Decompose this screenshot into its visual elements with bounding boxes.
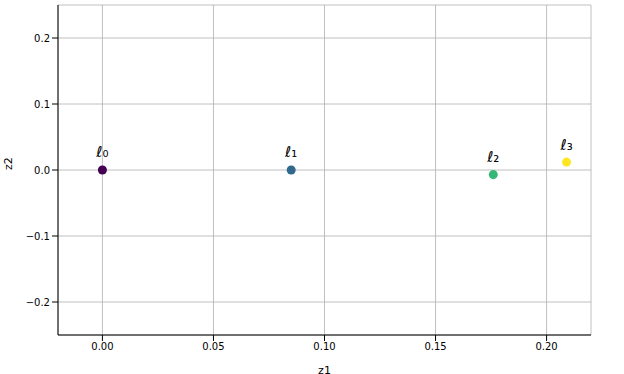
svg-text:ℓ₂: ℓ₂: [486, 148, 499, 166]
svg-text:z2: z2: [8, 157, 15, 170]
svg-text:0.05: 0.05: [202, 341, 224, 352]
svg-text:0.10: 0.10: [313, 341, 335, 352]
svg-text:ℓ₀: ℓ₀: [95, 143, 108, 161]
svg-text:0.0: 0.0: [34, 165, 50, 176]
svg-text:0.15: 0.15: [424, 341, 446, 352]
svg-text:ℓ₃: ℓ₃: [559, 136, 572, 154]
svg-text:ℓ₁: ℓ₁: [284, 143, 297, 161]
svg-text:0.2: 0.2: [34, 33, 50, 44]
svg-text:0.00: 0.00: [91, 341, 113, 352]
svg-text:0.1: 0.1: [34, 99, 50, 110]
svg-text:z1: z1: [318, 364, 331, 374]
svg-text:−0.1: −0.1: [26, 231, 50, 242]
svg-text:0.20: 0.20: [535, 341, 557, 352]
svg-text:−0.2: −0.2: [26, 297, 50, 308]
